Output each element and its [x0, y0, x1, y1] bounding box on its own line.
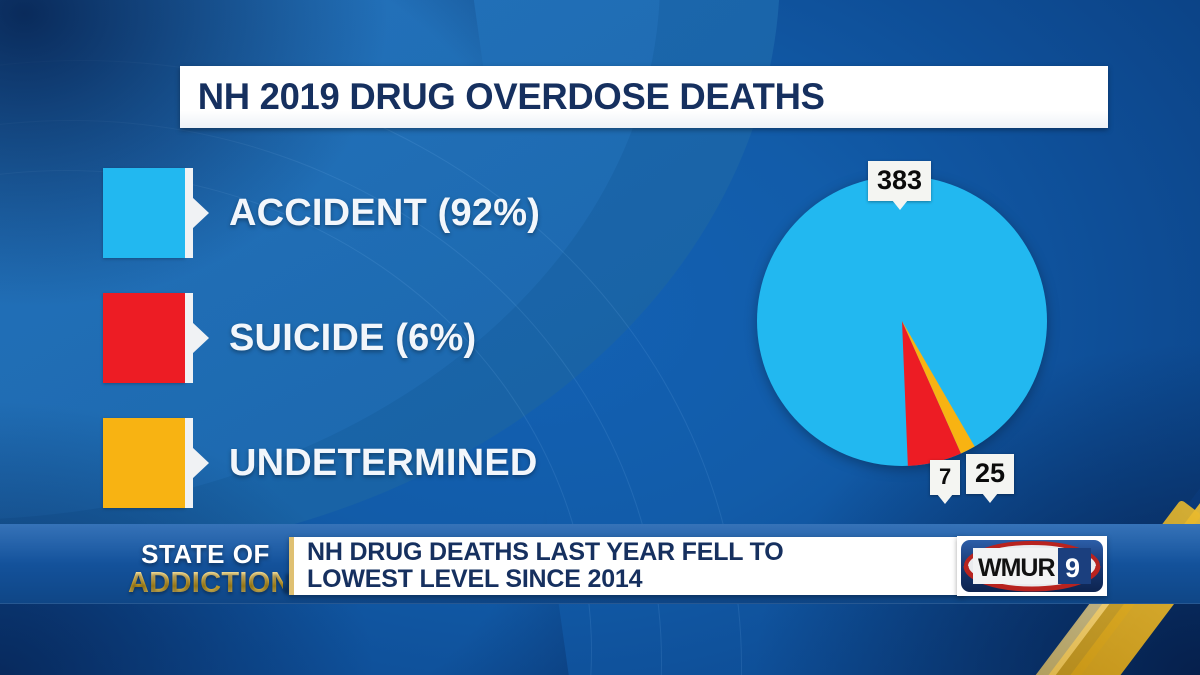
series-brand-line-2: ADDICTION: [128, 567, 292, 599]
wmur-wordmark: WMUR: [978, 554, 1055, 582]
legend-swatch-edge: [185, 293, 193, 383]
legend-swatch-accident: [103, 168, 185, 258]
pie-label-accident: 383: [868, 161, 932, 210]
wmur-logo-icon: WMUR 9: [963, 541, 1101, 592]
legend-pointer-icon: [192, 197, 209, 229]
legend-swatch-undetermined-group: [103, 418, 209, 508]
chart-legend: ACCIDENT (92%) SUICIDE (6%) UNDETERMINED: [103, 168, 663, 543]
pie-chart-svg: [757, 176, 1047, 466]
legend-swatch-edge: [185, 168, 193, 258]
legend-item-undetermined: UNDETERMINED: [103, 418, 663, 508]
pie-chart: [757, 176, 1047, 466]
legend-item-accident: ACCIDENT (92%): [103, 168, 663, 258]
legend-label-undetermined: UNDETERMINED: [229, 441, 538, 484]
legend-label-accident: ACCIDENT (92%): [229, 191, 541, 234]
headline-line-2: LOWEST LEVEL SINCE 2014: [307, 565, 643, 593]
legend-swatch-suicide-group: [103, 293, 209, 383]
title-bar: NH 2019 DRUG OVERDOSE DEATHS: [180, 66, 1108, 128]
legend-pointer-icon: [192, 447, 209, 479]
legend-swatch-edge: [185, 418, 193, 508]
station-logo-plate: WMUR 9: [961, 540, 1103, 592]
legend-label-suicide: SUICIDE (6%): [229, 316, 477, 359]
pie-label-suicide: 25: [966, 454, 1015, 503]
legend-item-suicide: SUICIDE (6%): [103, 293, 663, 383]
series-brand: STATE OF ADDICTION: [128, 539, 292, 600]
pie-slice-undetermined: [902, 321, 975, 454]
legend-swatch-undetermined: [103, 418, 185, 508]
station-logo: WMUR 9: [957, 536, 1107, 596]
wmur-channel-number: 9: [1065, 553, 1080, 583]
page-title: NH 2019 DRUG OVERDOSE DEATHS: [197, 76, 825, 117]
pie-slice-suicide: [902, 321, 961, 466]
legend-swatch-accident-group: [103, 168, 209, 258]
pie-label-undetermined: 7: [930, 460, 961, 504]
headline-box: NH DRUG DEATHS LAST YEAR FELL TO LOWEST …: [289, 537, 965, 595]
series-brand-line-1: STATE OF: [141, 539, 270, 569]
legend-swatch-suicide: [103, 293, 185, 383]
headline-line-1: NH DRUG DEATHS LAST YEAR FELL TO: [307, 538, 784, 566]
legend-pointer-icon: [192, 322, 209, 354]
